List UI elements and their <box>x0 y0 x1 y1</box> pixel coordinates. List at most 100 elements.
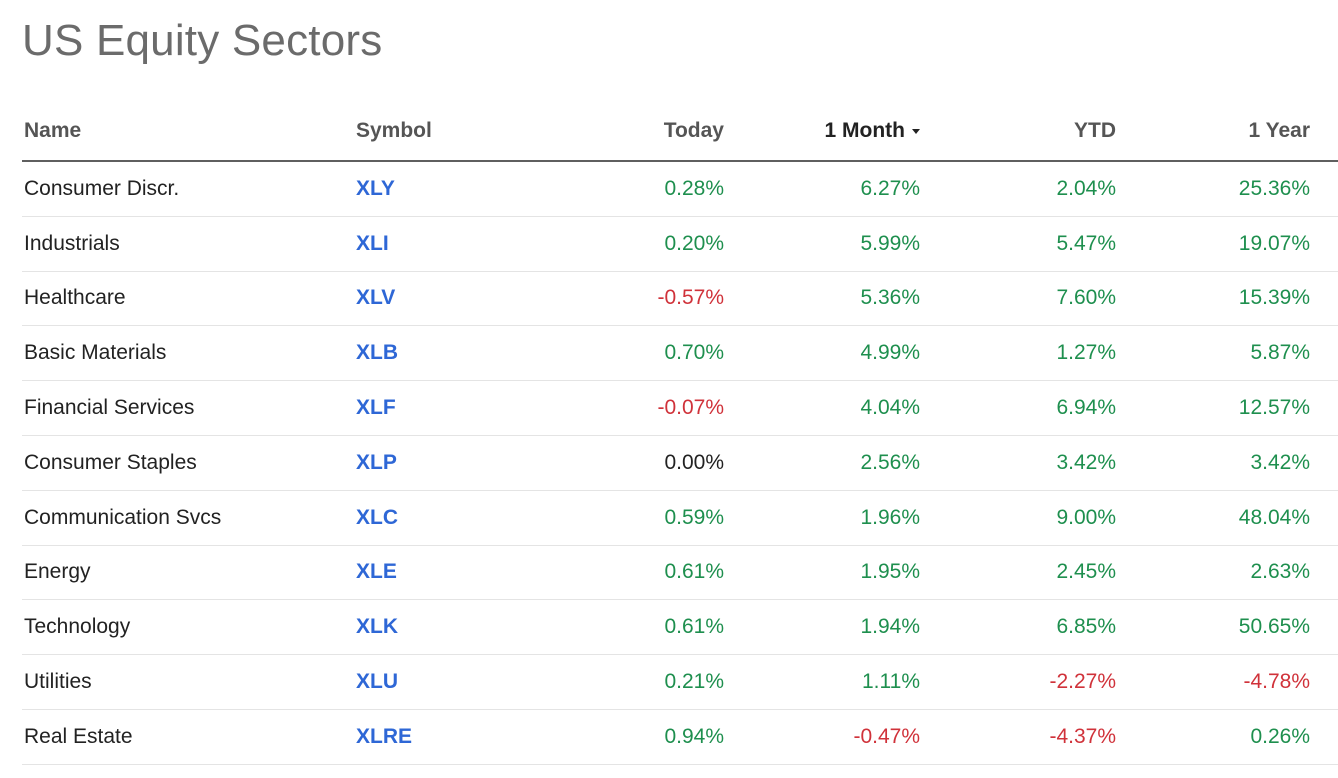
year-change-cell: 50.65% <box>1239 600 1310 654</box>
ytd-change: 6.85% <box>1056 615 1116 639</box>
symbol-link-cell: XLC <box>356 491 398 545</box>
symbol-link[interactable]: XLB <box>356 341 398 365</box>
symbol-link[interactable]: XLY <box>356 176 395 200</box>
sort-caret-down-icon <box>912 129 920 134</box>
table-row: Healthcare XLV -0.57% 5.36% 7.60% 15.39% <box>22 272 1338 327</box>
sector-name: Technology <box>24 615 131 639</box>
year-change: 5.87% <box>1250 341 1310 365</box>
table-row: Consumer Discr. XLY 0.28% 6.27% 2.04% 25.36% <box>22 162 1338 217</box>
ytd-change: 9.00% <box>1056 505 1116 529</box>
year-change: 50.65% <box>1238 615 1310 639</box>
sector-name-cell: Energy <box>24 546 91 600</box>
today-change-cell: -0.07% <box>657 381 724 435</box>
month-change: 4.04% <box>860 396 920 420</box>
year-change: 3.42% <box>1250 450 1310 474</box>
today-change: -0.07% <box>657 396 724 420</box>
ytd-change-cell: 5.47% <box>1056 217 1116 271</box>
month-change: 4.99% <box>860 341 920 365</box>
today-change-cell: -0.57% <box>657 272 724 326</box>
sector-name: Consumer Discr. <box>24 176 180 200</box>
column-header-symbol[interactable]: Symbol <box>356 101 432 160</box>
ytd-change: 3.42% <box>1056 450 1116 474</box>
today-change-cell: 0.21% <box>664 655 724 709</box>
sector-name: Healthcare <box>24 286 126 310</box>
sector-name-cell: Industrials <box>24 217 120 271</box>
ytd-change-cell: 3.42% <box>1056 436 1116 490</box>
ytd-change: 5.47% <box>1056 231 1116 255</box>
column-header-today-label: Today <box>663 118 724 142</box>
today-change-cell: 0.61% <box>664 600 724 654</box>
month-change-cell: -0.47% <box>853 710 920 764</box>
column-header-today[interactable]: Today <box>664 101 724 160</box>
today-change-cell: 0.00% <box>664 436 724 490</box>
sector-name-cell: Healthcare <box>24 272 126 326</box>
month-change-cell: 5.99% <box>860 217 920 271</box>
today-change: 0.61% <box>664 615 724 639</box>
symbol-link[interactable]: XLC <box>356 505 398 529</box>
column-header-symbol-label: Symbol <box>356 118 432 142</box>
column-header-name[interactable]: Name <box>24 101 81 160</box>
month-change: 5.99% <box>860 231 920 255</box>
ytd-change: 2.04% <box>1056 176 1116 200</box>
today-change: 0.70% <box>664 341 724 365</box>
symbol-link[interactable]: XLK <box>356 615 398 639</box>
symbol-link-cell: XLF <box>356 381 396 435</box>
symbol-link[interactable]: XLP <box>356 450 397 474</box>
symbol-link[interactable]: XLU <box>356 670 398 694</box>
today-change-cell: 0.61% <box>664 546 724 600</box>
today-change-cell: 0.94% <box>664 710 724 764</box>
today-change: 0.59% <box>664 505 724 529</box>
ytd-change: 7.60% <box>1056 286 1116 310</box>
sectors-table: Name Symbol Today 1 Month YTD 1 Year Con… <box>22 101 1338 765</box>
year-change-cell: 15.39% <box>1239 272 1310 326</box>
column-header-ytd-label: YTD <box>1074 118 1116 142</box>
month-change-cell: 6.27% <box>860 162 920 216</box>
ytd-change: 2.45% <box>1056 560 1116 584</box>
sector-name: Communication Svcs <box>24 505 222 529</box>
today-change: 0.94% <box>664 724 724 748</box>
ytd-change-cell: 2.45% <box>1056 546 1116 600</box>
symbol-link[interactable]: XLE <box>356 560 397 584</box>
month-change-cell: 5.36% <box>860 272 920 326</box>
year-change: 25.36% <box>1238 176 1310 200</box>
year-change-cell: 3.42% <box>1250 436 1310 490</box>
month-change-cell: 4.99% <box>860 326 920 380</box>
year-change: 0.26% <box>1250 724 1310 748</box>
ytd-change-cell: 7.60% <box>1056 272 1116 326</box>
sector-name: Energy <box>24 560 91 584</box>
month-change: 1.96% <box>860 505 920 529</box>
symbol-link-cell: XLU <box>356 655 398 709</box>
symbol-link-cell: XLK <box>356 600 398 654</box>
sector-name-cell: Communication Svcs <box>24 491 221 545</box>
month-change-cell: 1.95% <box>860 546 920 600</box>
sector-name-cell: Real Estate <box>24 710 133 764</box>
page-title: US Equity Sectors <box>22 16 383 65</box>
symbol-link[interactable]: XLF <box>356 396 396 420</box>
month-change: 1.94% <box>860 615 920 639</box>
table-row: Consumer Staples XLP 0.00% 2.56% 3.42% 3.42% <box>22 436 1338 491</box>
year-change: -4.78% <box>1243 670 1310 694</box>
sector-name: Basic Materials <box>24 341 167 365</box>
symbol-link[interactable]: XLI <box>356 231 389 255</box>
table-row: Energy XLE 0.61% 1.95% 2.45% 2.63% <box>22 546 1338 601</box>
month-change: 2.56% <box>860 450 920 474</box>
today-change: 0.61% <box>664 560 724 584</box>
month-change: 5.36% <box>860 286 920 310</box>
today-change: 0.28% <box>664 176 724 200</box>
column-header-ytd[interactable]: YTD <box>1074 101 1116 160</box>
table-row: Industrials XLI 0.20% 5.99% 5.47% 19.07% <box>22 217 1338 272</box>
column-header-1-month[interactable]: 1 Month <box>825 101 920 160</box>
ytd-change-cell: 9.00% <box>1056 491 1116 545</box>
symbol-link[interactable]: XLRE <box>356 724 413 748</box>
sector-name-cell: Financial Services <box>24 381 194 435</box>
symbol-link-cell: XLB <box>356 326 398 380</box>
year-change: 15.39% <box>1238 286 1310 310</box>
today-change-cell: 0.20% <box>664 217 724 271</box>
column-header-1-year[interactable]: 1 Year <box>1248 101 1310 160</box>
ytd-change: -2.27% <box>1049 670 1116 694</box>
year-change-cell: 0.26% <box>1250 710 1310 764</box>
symbol-link-cell: XLE <box>356 546 397 600</box>
month-change: 1.95% <box>860 560 920 584</box>
symbol-link[interactable]: XLV <box>356 286 396 310</box>
ytd-change: 6.94% <box>1056 396 1116 420</box>
